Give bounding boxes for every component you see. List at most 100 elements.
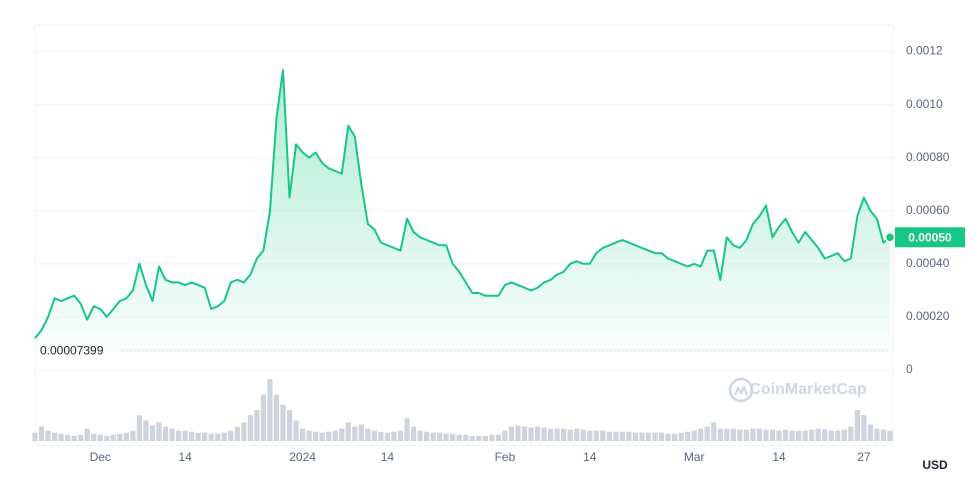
volume-bar xyxy=(737,429,743,441)
volume-bar xyxy=(286,410,293,441)
x-tick-label: 14 xyxy=(178,450,192,464)
volume-bar xyxy=(450,433,456,441)
volume-bar xyxy=(208,433,214,441)
volume-bar xyxy=(358,424,364,441)
volume-bar xyxy=(822,429,828,441)
volume-bar xyxy=(280,404,286,441)
volume-bar xyxy=(482,435,488,441)
volume-bar xyxy=(410,426,417,441)
volume-bar xyxy=(750,428,756,441)
volume-bar xyxy=(567,429,573,441)
volume-bar xyxy=(404,418,410,441)
volume-bar xyxy=(345,422,351,441)
volume-bar xyxy=(91,433,97,441)
volume-bar xyxy=(691,430,697,441)
volume-bar xyxy=(247,415,253,441)
volume-bar xyxy=(175,430,182,441)
x-tick-label: Mar xyxy=(684,450,705,464)
volume-bar xyxy=(626,431,632,441)
volume-bar xyxy=(685,431,691,441)
volume-bar xyxy=(502,430,508,441)
volume-bar xyxy=(149,425,156,441)
volume-bar xyxy=(391,431,397,441)
volume-bar xyxy=(456,434,462,441)
y-tick-label: 0 xyxy=(906,362,913,376)
volume-bar xyxy=(867,424,874,441)
volume-bar xyxy=(815,428,821,441)
volume-bar xyxy=(417,430,423,441)
volume-bar xyxy=(782,429,789,441)
volume-bar xyxy=(136,415,143,441)
volume-bar xyxy=(384,432,391,441)
volume-bar xyxy=(215,433,221,441)
y-tick-label: 0.00020 xyxy=(906,309,950,323)
volume-bar xyxy=(182,430,188,441)
volume-bar xyxy=(704,426,710,441)
price-area xyxy=(35,70,890,353)
watermark: CoinMarketCap xyxy=(749,381,867,398)
y-tick-label: 0.00080 xyxy=(906,150,950,164)
volume-bar xyxy=(65,434,71,441)
volume-bar xyxy=(221,432,227,441)
volume-bar xyxy=(443,433,449,441)
volume-bar xyxy=(38,426,45,441)
volume-bar xyxy=(854,410,860,441)
volume-bar xyxy=(430,432,436,441)
volume-bar xyxy=(587,430,593,441)
volume-bar xyxy=(123,432,129,441)
volume-bar xyxy=(711,422,717,441)
volume-bar xyxy=(541,427,547,441)
x-tick-label: Feb xyxy=(495,450,516,464)
volume-bar xyxy=(437,432,443,441)
volume-bar xyxy=(554,428,560,441)
volume-bar xyxy=(84,428,90,441)
volume-bar xyxy=(724,428,730,441)
volume-bar xyxy=(423,431,430,441)
volume-bar xyxy=(835,430,841,441)
volume-bar xyxy=(730,428,736,441)
volume-bar xyxy=(658,432,665,441)
volume-bar xyxy=(169,428,175,441)
volume-bar xyxy=(260,394,267,441)
volume-bar xyxy=(378,431,384,441)
volume-bar xyxy=(802,430,808,441)
volume-bar xyxy=(848,426,854,441)
volume-bar xyxy=(110,434,116,441)
volume-bar xyxy=(561,428,567,441)
volume-bar xyxy=(678,432,684,441)
volume-bar xyxy=(130,430,136,441)
watermark-logo xyxy=(728,377,754,403)
volume-bar xyxy=(371,430,377,441)
price-line xyxy=(34,69,891,339)
volume-bar xyxy=(273,394,280,441)
y-tick-label: 0.00060 xyxy=(906,203,950,217)
volume-bar xyxy=(874,428,880,441)
volume-bar xyxy=(717,428,723,441)
plot: 0.000073990.00050 xyxy=(34,69,965,358)
volume-bar xyxy=(189,431,195,441)
volume-bar xyxy=(698,428,704,441)
volume-bar xyxy=(580,429,586,441)
x-tick-label: 2024 xyxy=(289,450,316,464)
y-tick-label: 0.0010 xyxy=(906,97,943,111)
volume-bar xyxy=(58,433,64,441)
volume-bar xyxy=(763,429,769,441)
volume-bar xyxy=(743,429,750,441)
volume-bar xyxy=(156,422,162,441)
volume-bar xyxy=(828,430,834,441)
volume-bar xyxy=(619,431,626,441)
volume-bar xyxy=(600,430,606,441)
volume-bar xyxy=(495,434,502,441)
currency-label: USD xyxy=(922,458,948,472)
volume-bar xyxy=(332,430,338,441)
volume-bar xyxy=(241,422,247,441)
volume-bar xyxy=(809,429,815,441)
x-tick-label: 14 xyxy=(381,450,395,464)
volume-bar xyxy=(228,430,234,441)
volume-bar xyxy=(639,432,645,441)
volume-bar xyxy=(339,428,345,441)
volume-bar xyxy=(104,435,110,441)
volume-bar xyxy=(672,433,678,441)
volume-bar xyxy=(195,432,201,441)
